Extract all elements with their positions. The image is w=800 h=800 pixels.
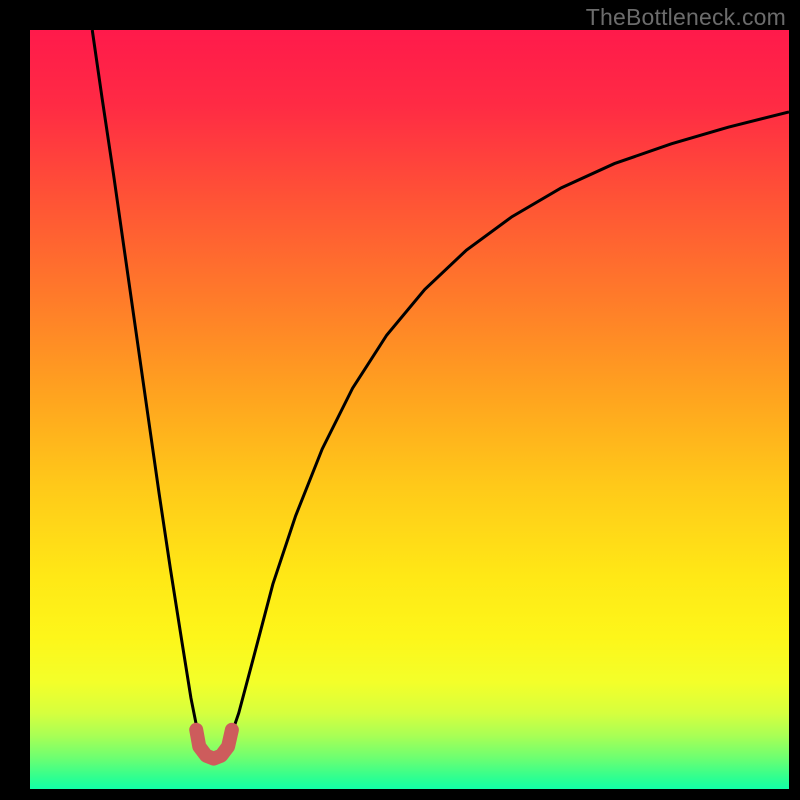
watermark-text: TheBottleneck.com: [586, 4, 786, 31]
plot-area: [30, 30, 789, 789]
canvas-root: TheBottleneck.com: [0, 0, 800, 800]
